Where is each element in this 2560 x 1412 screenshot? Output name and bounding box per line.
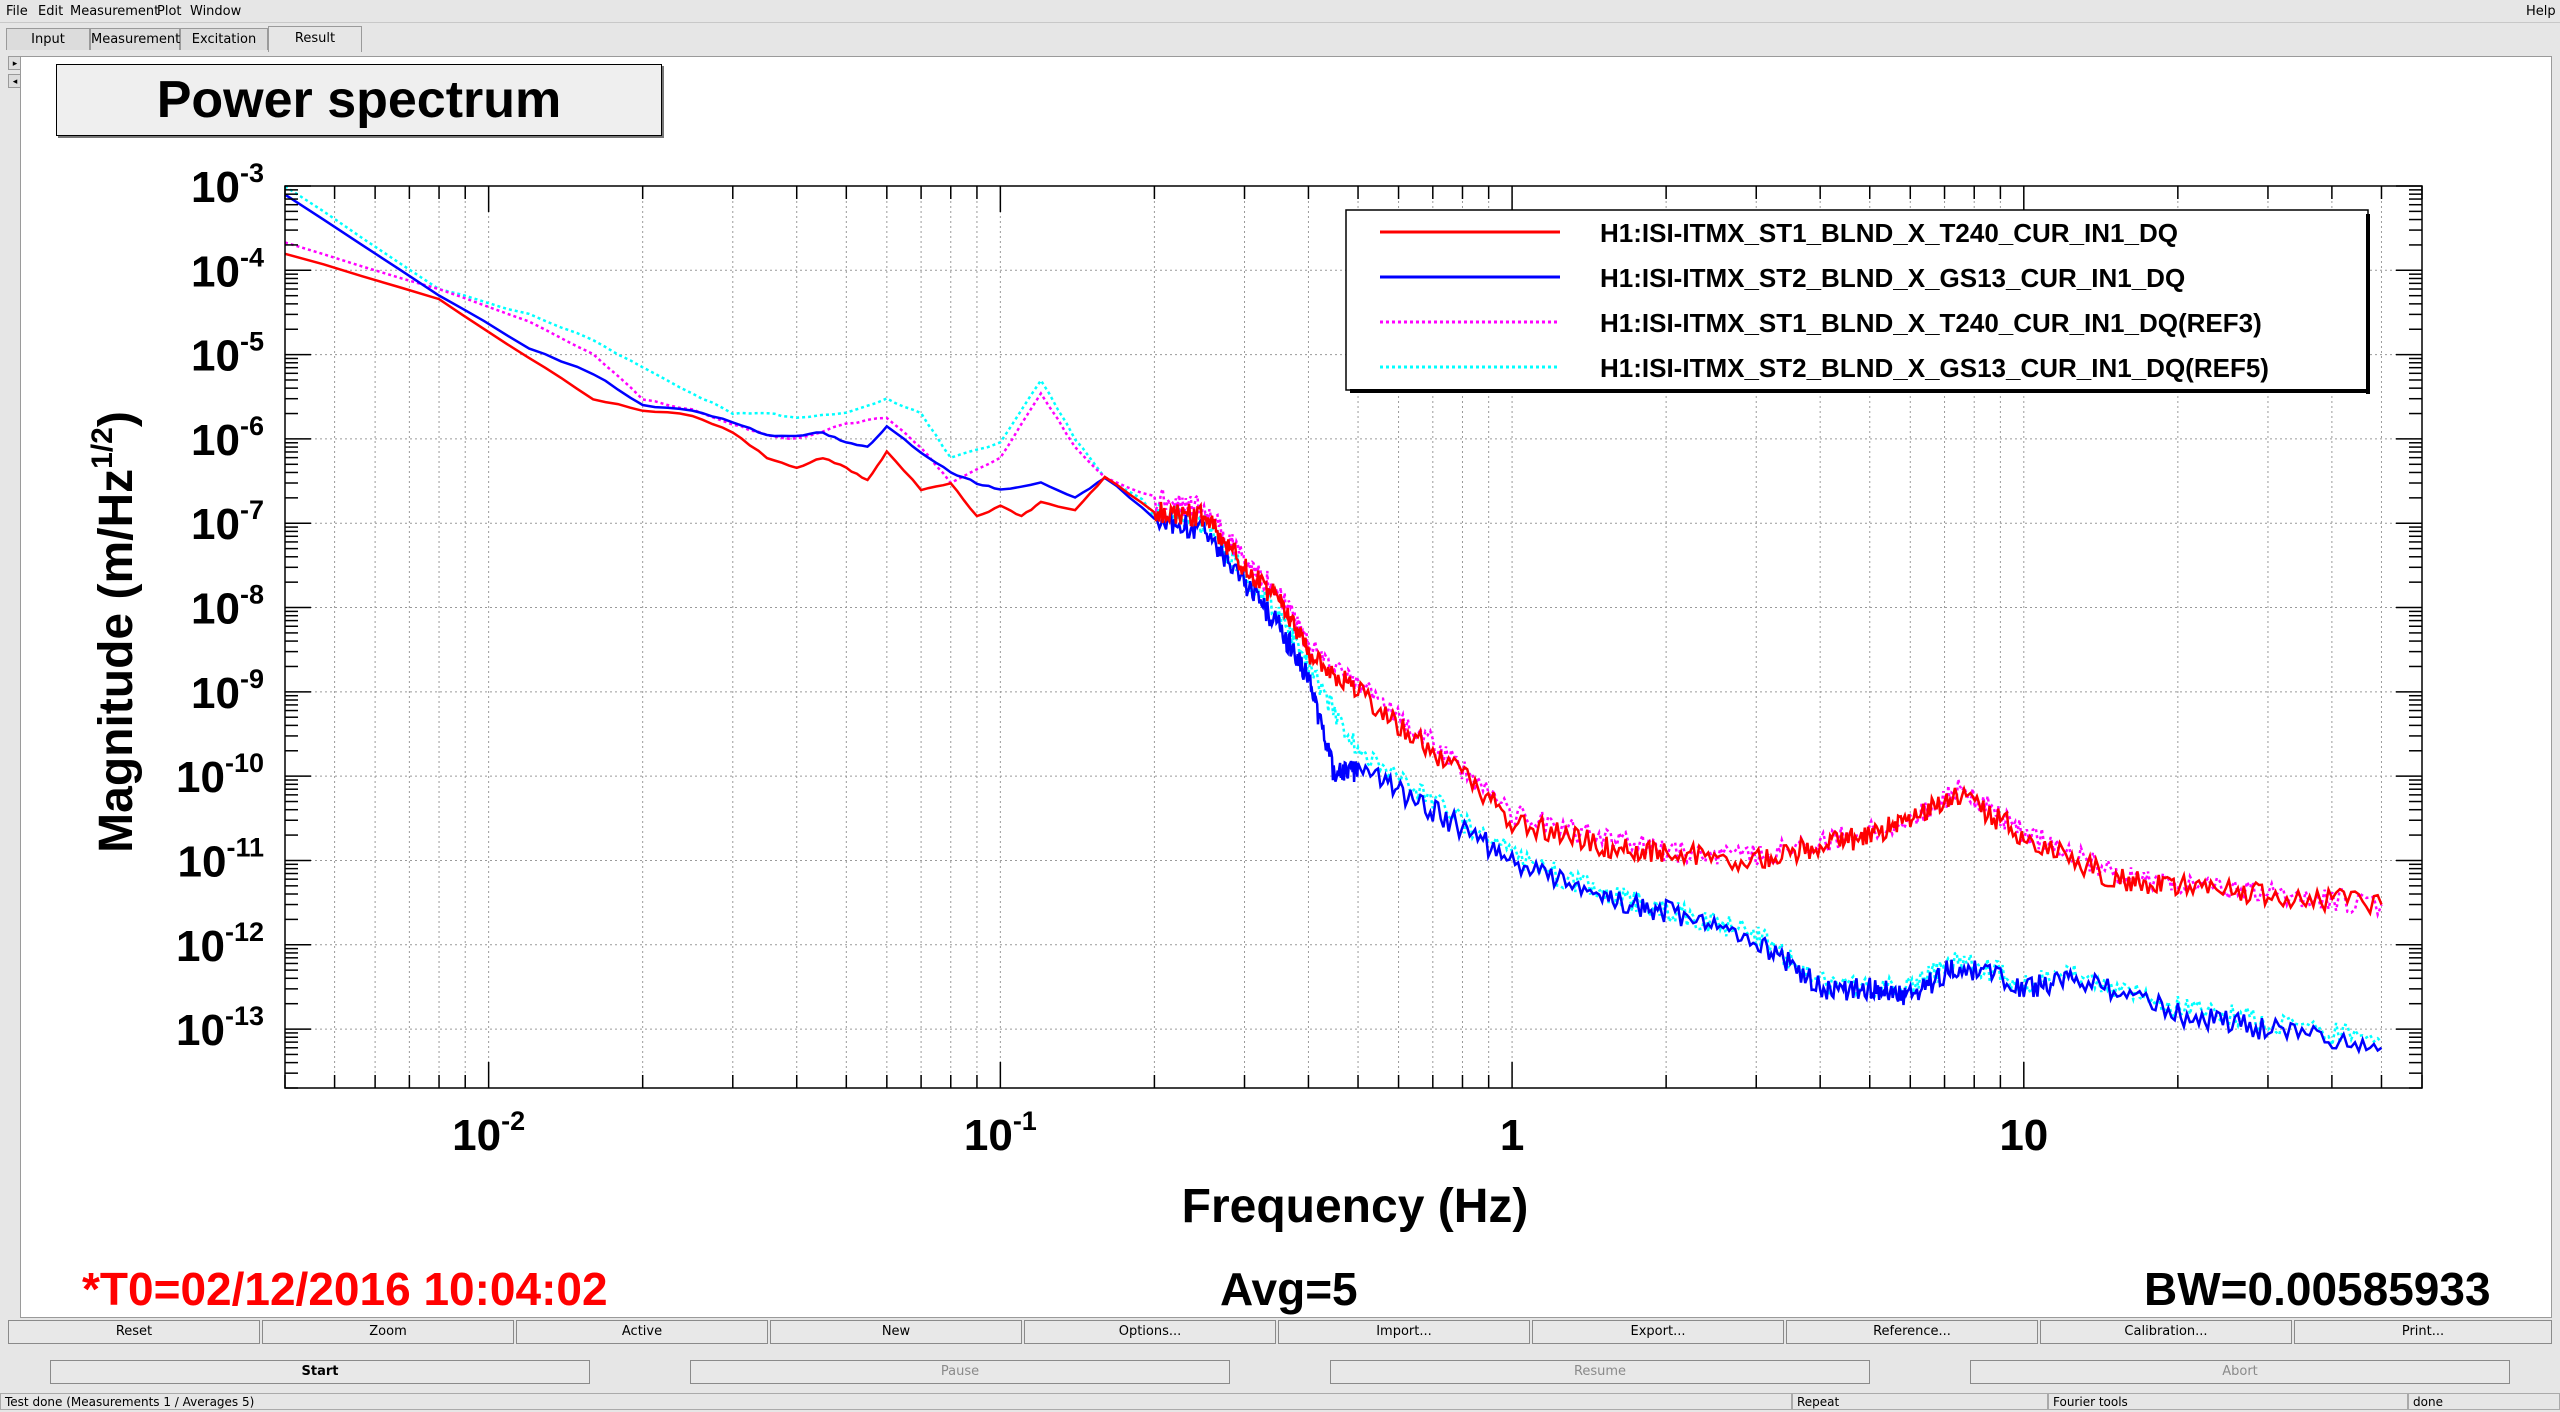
abort-button[interactable]: Abort bbox=[1970, 1360, 2510, 1384]
y-tick-label: 10-8 bbox=[191, 580, 264, 634]
x-tick-label: 1 bbox=[1500, 1111, 1524, 1160]
legend: H1:ISI-ITMX_ST1_BLND_X_T240_CUR_IN1_DQ H1… bbox=[1345, 209, 2370, 394]
status-main: Test done (Measurements 1 / Averages 5) bbox=[0, 1393, 1792, 1410]
active-button[interactable]: Active bbox=[516, 1320, 768, 1344]
menu-bar: File Edit Measurement Plot Window Help bbox=[0, 0, 2560, 23]
tab-bar: Input Measurement Excitation Result bbox=[0, 26, 2560, 52]
run-controls: Start Pause Resume Abort bbox=[0, 1360, 2560, 1388]
x-tick-label: 10 bbox=[1999, 1111, 2048, 1160]
menu-measurement[interactable]: Measurement bbox=[70, 4, 160, 19]
import-button[interactable]: Import... bbox=[1278, 1320, 1530, 1344]
resume-button[interactable]: Resume bbox=[1330, 1360, 1870, 1384]
t0-timestamp: *T0=02/12/2016 10:04:02 bbox=[82, 1263, 608, 1315]
legend-entry: H1:ISI-ITMX_ST1_BLND_X_T240_CUR_IN1_DQ(R… bbox=[1600, 308, 2262, 338]
series-line bbox=[284, 252, 2383, 917]
axis-ticks bbox=[284, 185, 2423, 1089]
y-tick-label: 10-9 bbox=[191, 664, 264, 718]
plot-frame bbox=[284, 185, 2423, 1089]
pause-button[interactable]: Pause bbox=[690, 1360, 1230, 1384]
y-tick-label: 10-12 bbox=[176, 917, 264, 971]
series-lines bbox=[284, 185, 2383, 1055]
print-button[interactable]: Print... bbox=[2294, 1320, 2552, 1344]
series-line bbox=[284, 193, 2383, 1055]
y-tick-label: 10-6 bbox=[191, 411, 264, 465]
y-tick-label: 10-7 bbox=[191, 495, 264, 549]
pad-navigation: ▸ ◂ bbox=[8, 56, 22, 92]
plot-toolbar: Reset Zoom Active New Options... Import.… bbox=[0, 1320, 2560, 1348]
status-state: done bbox=[2408, 1393, 2560, 1410]
y-tick-labels: 10-3 10-4 10-5 10-6 10-7 10-8 10-9 10-10 10-11 10… bbox=[176, 158, 264, 1055]
y-axis-label: Magnitude (m/Hz1/2) bbox=[86, 411, 143, 853]
y-tick-label: 10-10 bbox=[176, 748, 264, 802]
bandwidth: BW=0.00585933 bbox=[2144, 1263, 2491, 1315]
y-tick-label: 10-5 bbox=[191, 327, 264, 381]
power-spectrum-chart[interactable]: 10-2 10-1 1 10 10-310-410-510-610-710-810-9… bbox=[0, 0, 2560, 1320]
x-tick-label: 10-2 bbox=[452, 1106, 525, 1160]
status-tools: Fourier tools bbox=[2048, 1393, 2408, 1410]
x-tick-label: 10-1 bbox=[964, 1106, 1037, 1160]
tab-result[interactable]: Result bbox=[268, 26, 362, 52]
tab-excitation[interactable]: Excitation bbox=[180, 28, 268, 50]
average-count: Avg=5 bbox=[1220, 1263, 1358, 1315]
plot-title: Power spectrum bbox=[56, 64, 662, 136]
legend-entry: H1:ISI-ITMX_ST2_BLND_X_GS13_CUR_IN1_DQ(R… bbox=[1600, 353, 2269, 383]
legend-entry: H1:ISI-ITMX_ST1_BLND_X_T240_CUR_IN1_DQ bbox=[1600, 218, 2178, 248]
reset-button[interactable]: Reset bbox=[8, 1320, 260, 1344]
y-tick-label: 10-4 bbox=[191, 242, 264, 296]
y-tick-label: 10-11 bbox=[178, 832, 265, 886]
status-repeat: Repeat bbox=[1792, 1393, 2048, 1410]
y-tick-label: 10-3 bbox=[191, 158, 264, 212]
zoom-button[interactable]: Zoom bbox=[262, 1320, 514, 1344]
menu-file[interactable]: File bbox=[6, 4, 28, 19]
menu-window[interactable]: Window bbox=[190, 4, 242, 19]
new-button[interactable]: New bbox=[770, 1320, 1022, 1344]
x-tick-labels: 10-2 10-1 1 10 bbox=[452, 1106, 2048, 1160]
y-tick-label: 10-13 bbox=[176, 1001, 264, 1055]
options-button[interactable]: Options... bbox=[1024, 1320, 1276, 1344]
x-axis-label: Frequency (Hz) bbox=[1182, 1180, 1529, 1233]
reference-button[interactable]: Reference... bbox=[1786, 1320, 2038, 1344]
start-button[interactable]: Start bbox=[50, 1360, 590, 1384]
menu-help[interactable]: Help bbox=[2526, 4, 2556, 19]
menu-edit[interactable]: Edit bbox=[38, 4, 64, 19]
tab-measurement[interactable]: Measurement bbox=[90, 28, 180, 50]
export-button[interactable]: Export... bbox=[1532, 1320, 1784, 1344]
status-bar: Test done (Measurements 1 / Averages 5) … bbox=[0, 1392, 2560, 1412]
tab-input[interactable]: Input bbox=[6, 28, 90, 50]
calibration-button[interactable]: Calibration... bbox=[2040, 1320, 2292, 1344]
menu-plot[interactable]: Plot bbox=[157, 4, 182, 19]
legend-entry: H1:ISI-ITMX_ST2_BLND_X_GS13_CUR_IN1_DQ bbox=[1600, 263, 2185, 293]
